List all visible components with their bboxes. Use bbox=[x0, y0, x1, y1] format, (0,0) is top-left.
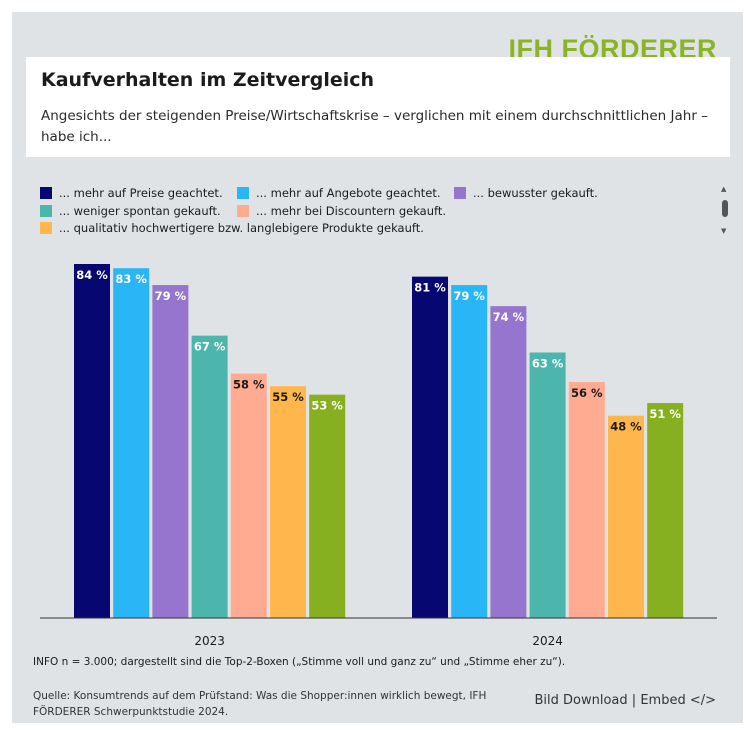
bar-value-label: 63 % bbox=[532, 357, 564, 371]
source-note: Quelle: Konsumtrends auf dem Prüfstand: … bbox=[33, 690, 487, 718]
bar-value-label: 67 % bbox=[194, 340, 226, 354]
bar-value-label: 51 % bbox=[649, 407, 681, 421]
bar[interactable] bbox=[74, 264, 110, 618]
bar-value-label: 81 % bbox=[414, 281, 446, 295]
bar-value-label: 53 % bbox=[311, 399, 343, 413]
legend-item[interactable]: ... mehr auf Angebote geachtet. bbox=[237, 186, 441, 200]
legend-swatch bbox=[40, 205, 52, 217]
bar[interactable] bbox=[230, 373, 267, 618]
bar[interactable] bbox=[568, 382, 605, 618]
bar-value-label: 84 % bbox=[76, 268, 108, 282]
legend-label: ... weniger spontan gekauft. bbox=[59, 204, 221, 218]
legend-swatch bbox=[237, 205, 249, 217]
bar[interactable] bbox=[608, 415, 644, 618]
legend-label: ... mehr bei Discountern gekauft. bbox=[256, 204, 447, 218]
arrow-down-icon[interactable]: ▼ bbox=[721, 227, 727, 235]
image-download-link[interactable]: Bild Download bbox=[534, 693, 628, 708]
chart-title: Kaufverhalten im Zeitvergleich bbox=[41, 69, 375, 91]
bar-value-label: 58 % bbox=[233, 378, 265, 392]
legend: ... mehr auf Preise geachtet. ... mehr a… bbox=[40, 186, 640, 238]
embed-link[interactable]: Embed </> bbox=[640, 693, 716, 708]
x-tick-label: 2023 bbox=[194, 634, 225, 648]
bar-value-label: 48 % bbox=[610, 420, 642, 434]
legend-swatch bbox=[454, 187, 466, 199]
link-separator: | bbox=[631, 693, 637, 708]
download-links: Bild Download | Embed </> bbox=[534, 693, 716, 708]
bar-value-label: 79 % bbox=[453, 289, 485, 303]
legend-label: ... mehr auf Angebote geachtet. bbox=[256, 186, 441, 200]
legend-item[interactable]: ... bewusster gekauft. bbox=[454, 186, 598, 200]
legend-label: ... mehr auf Preise geachtet. bbox=[59, 186, 223, 200]
bar[interactable] bbox=[191, 335, 228, 618]
bar-value-label: 56 % bbox=[571, 386, 603, 400]
bar-value-label: 74 % bbox=[493, 310, 525, 324]
chart-subtitle: Angesichts der steigenden Preise/Wirtsch… bbox=[41, 108, 708, 145]
bar-value-label: 79 % bbox=[155, 289, 187, 303]
legend-label: ... bewusster gekauft. bbox=[473, 186, 598, 200]
bar[interactable] bbox=[309, 394, 346, 618]
legend-swatch bbox=[40, 187, 52, 199]
bar-value-label: 83 % bbox=[115, 272, 147, 286]
legend-item[interactable]: ... mehr bei Discountern gekauft. bbox=[237, 204, 446, 218]
legend-swatch bbox=[237, 187, 249, 199]
bar[interactable] bbox=[451, 285, 488, 618]
title-card: Kaufverhalten im Zeitvergleich Angesicht… bbox=[26, 57, 730, 157]
legend-item[interactable]: ... weniger spontan gekauft. bbox=[40, 204, 221, 218]
legend-label: ... qualitativ hochwertigere bzw. langle… bbox=[59, 221, 424, 235]
bar[interactable] bbox=[412, 276, 448, 618]
bar[interactable] bbox=[490, 306, 527, 618]
legend-item[interactable]: ... qualitativ hochwertigere bzw. langle… bbox=[40, 221, 424, 235]
scroll-thumb[interactable] bbox=[722, 200, 728, 217]
legend-scrollbar[interactable]: ▲ ▼ bbox=[718, 185, 732, 237]
bar[interactable] bbox=[270, 386, 306, 618]
bar[interactable] bbox=[529, 352, 566, 619]
bar[interactable] bbox=[113, 268, 150, 618]
info-note: INFO n = 3.000; dargestellt sind die Top… bbox=[33, 656, 566, 668]
bar-value-label: 55 % bbox=[272, 390, 304, 404]
bar[interactable] bbox=[647, 403, 684, 618]
bar[interactable] bbox=[152, 285, 189, 618]
legend-swatch bbox=[40, 222, 52, 234]
arrow-up-icon[interactable]: ▲ bbox=[721, 185, 727, 193]
x-tick-label: 2024 bbox=[532, 634, 563, 648]
legend-item[interactable]: ... mehr auf Preise geachtet. bbox=[40, 186, 223, 200]
